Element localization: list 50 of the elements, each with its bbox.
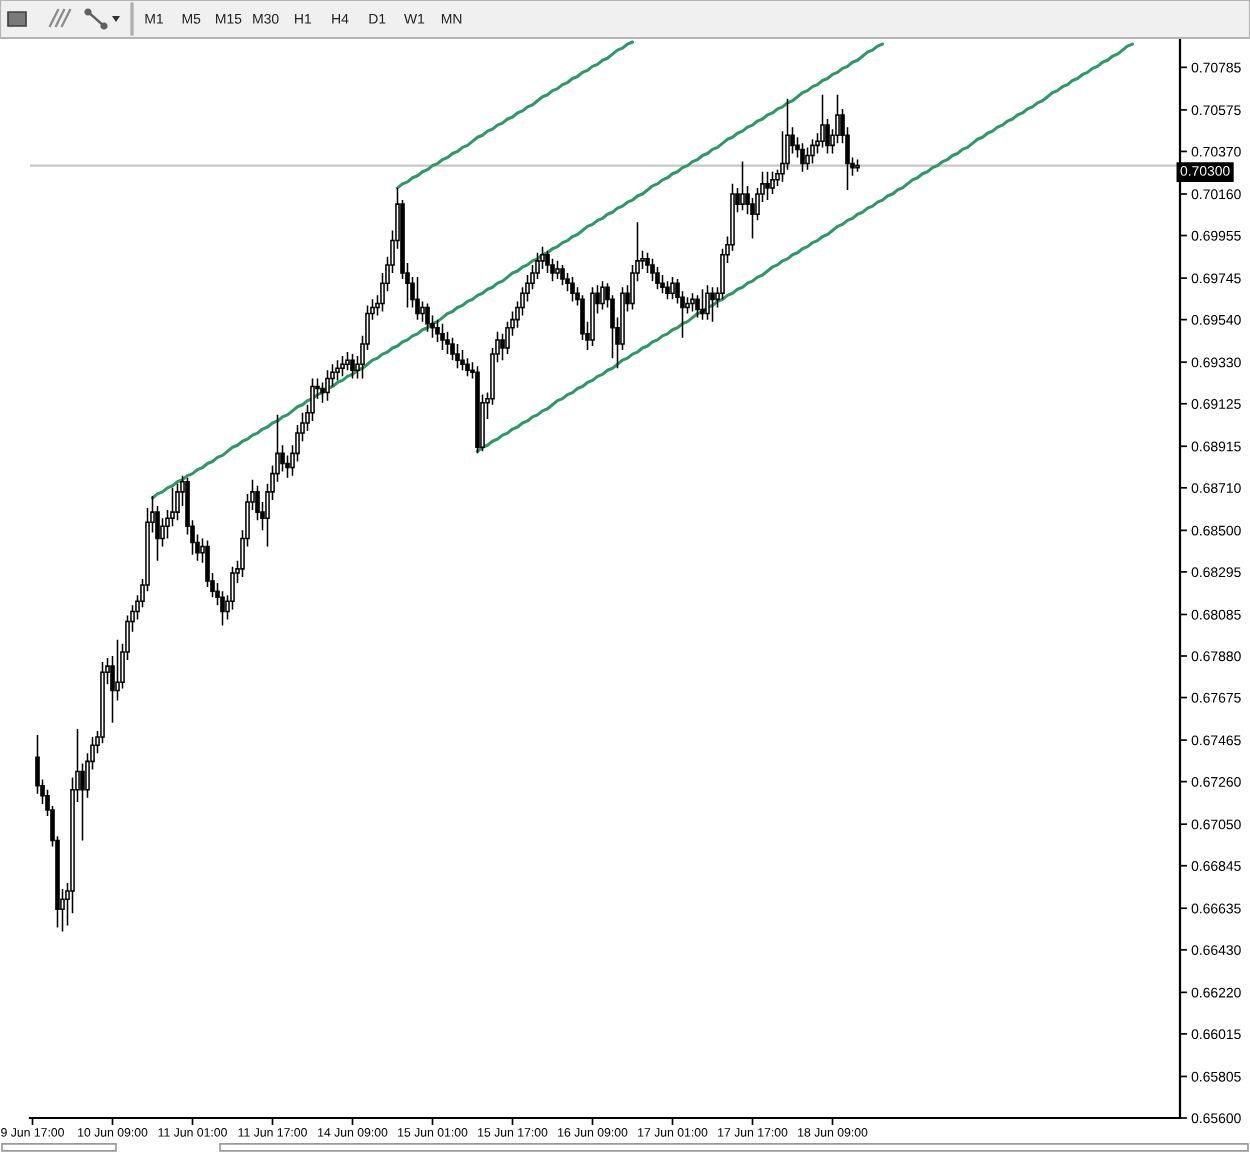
candlestick [820,93,825,149]
candlestick [805,146,810,171]
candlestick [655,266,660,291]
candlestick [220,590,225,627]
candlestick [465,357,470,378]
candlestick [335,359,340,382]
candlestick [690,292,695,313]
candlestick [700,288,705,321]
candlestick [650,258,655,282]
candlestick [800,142,805,173]
candlestick [810,138,815,165]
candlestick [740,160,745,211]
line-series [150,42,885,500]
candlestick [440,322,445,351]
candlestick [645,251,650,274]
candlestick [665,280,670,301]
candlestick [600,280,605,311]
candlestick [835,93,840,145]
candlestick [255,485,260,522]
candlestick [765,170,770,201]
candlestick [590,286,595,347]
candlestick [435,318,440,343]
candlestick [710,286,715,323]
candlestick [175,482,180,522]
candlestick [350,353,355,380]
candlestick [415,276,420,321]
candlestick [705,284,710,321]
candlestick [555,260,560,280]
candlestick [565,272,570,293]
candlestick [550,258,555,282]
candlestick [670,276,675,301]
line-series [395,40,635,190]
candlestick [425,302,430,333]
candlestick [340,355,345,378]
candlestick [345,351,350,372]
candlestick [505,320,510,355]
candlestick [450,337,455,361]
candlestick [695,294,700,319]
candlestick [545,249,550,274]
candlestick [855,158,860,173]
candlestick [475,365,480,455]
line-series [475,42,1135,453]
candlestick [455,343,460,370]
candlestick [325,369,330,402]
candlestick [570,276,575,303]
candlestick [460,349,465,372]
candlestick [660,274,665,295]
candlestick [445,331,450,355]
candlestick [560,264,565,286]
candlestick [770,170,775,195]
